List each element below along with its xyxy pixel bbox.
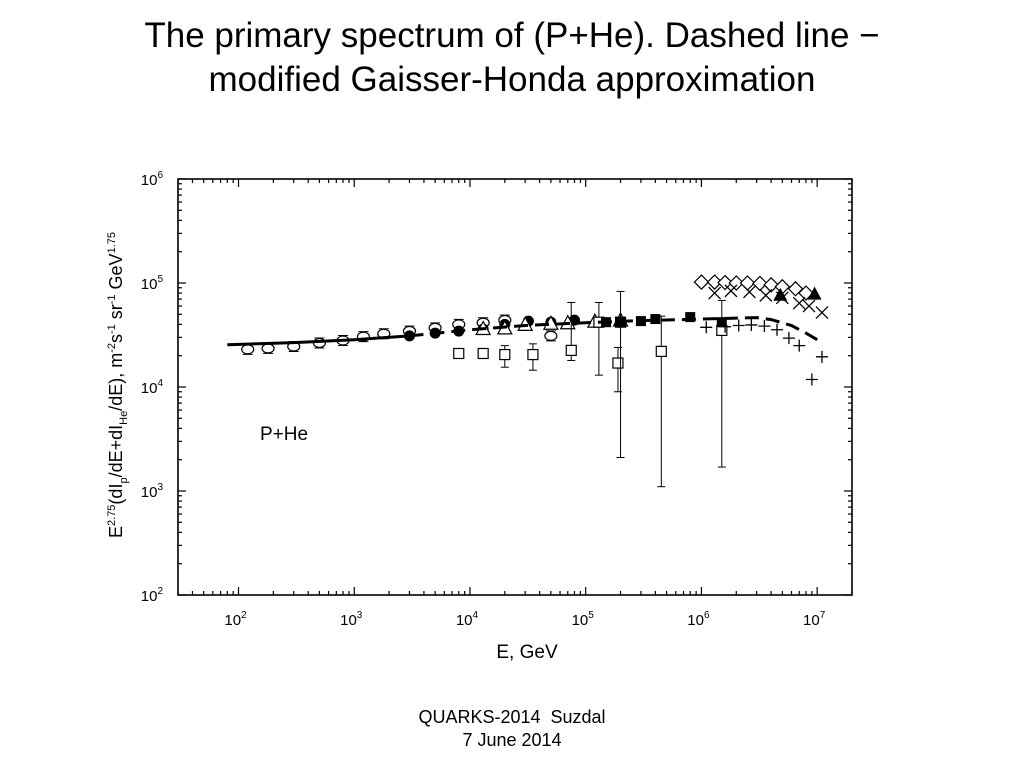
- x-tick-label: 103: [340, 610, 363, 629]
- slide-title-line-2: modified Gaisser-Honda approximation: [208, 60, 816, 99]
- data-point: [453, 347, 465, 360]
- data-point: [793, 339, 806, 352]
- data-point: [708, 286, 722, 300]
- chart-axes: [177, 178, 853, 596]
- annotation-label: P+He: [260, 424, 308, 445]
- data-point: [716, 317, 727, 328]
- chart-labels: 102 103 104 105 106 107 102 103 104 105 106 E, GeV E…: [106, 170, 826, 663]
- data-point: [805, 373, 818, 386]
- data-point: [700, 321, 713, 334]
- data-point: [499, 348, 511, 361]
- data-point: [752, 275, 768, 292]
- data-point: [693, 274, 710, 290]
- data-point: [782, 332, 795, 345]
- data-point: [542, 315, 559, 330]
- data-point: [724, 284, 738, 298]
- data-point: [565, 344, 577, 356]
- data-point: [544, 330, 558, 341]
- slide-title-line-1: The primary spectrum of (P+He). Dashed l…: [144, 16, 880, 55]
- data-point: [792, 296, 806, 310]
- gaisser-honda-dashed-line: [409, 316, 818, 341]
- series-cross-x: [708, 284, 829, 319]
- series-solid-line: [227, 334, 410, 347]
- series-open-circle-errorbar: [241, 314, 558, 355]
- data-point: [771, 323, 784, 336]
- slide-title: The primary spectrum of (P+He). Dashed l…: [0, 14, 1024, 102]
- data-point: [241, 344, 255, 355]
- data-point: [763, 276, 779, 293]
- slide-footer: QUARKS-2014 Suzdal 7 June 2014: [0, 706, 1024, 752]
- x-tick-label: 104: [456, 610, 479, 629]
- y-tick-label: 105: [141, 274, 164, 293]
- data-point: [742, 285, 756, 299]
- data-point: [732, 319, 745, 332]
- x-tick-label: 106: [687, 610, 710, 629]
- data-point: [717, 274, 733, 291]
- series-open-diamond: [693, 274, 814, 301]
- series-dashed-line: [409, 316, 818, 341]
- data-point: [527, 348, 539, 361]
- data-point: [706, 274, 723, 290]
- x-tick-label: 107: [803, 610, 826, 629]
- data-point: [477, 347, 489, 360]
- y-axis-label: E2.75(dIp/dE+dIHe/dE), m-2s-1 sr-1 GeV1.…: [106, 232, 130, 538]
- data-point: [719, 320, 732, 333]
- series-filled-triangle: [773, 286, 822, 301]
- y-tick-label: 104: [141, 378, 164, 397]
- data-point: [758, 320, 771, 333]
- y-tick-label: 106: [141, 170, 164, 189]
- data-point: [815, 350, 828, 363]
- tick-marks: [177, 178, 853, 596]
- data-point: [612, 357, 624, 369]
- data-point: [655, 345, 667, 357]
- data-point: [773, 287, 788, 301]
- plot-frame: [177, 178, 853, 596]
- chart-marks: [227, 274, 829, 488]
- x-axis-label: E, GeV: [496, 642, 558, 663]
- data-point: [815, 306, 829, 319]
- x-tick-label: 102: [224, 610, 247, 629]
- x-tick-label: 105: [572, 610, 595, 629]
- data-point: [650, 314, 661, 325]
- footer-date: 7 June 2014: [462, 730, 562, 750]
- data-point: [739, 275, 756, 291]
- data-point: [802, 299, 816, 313]
- solid-fit-line: [227, 334, 410, 347]
- data-point: [728, 275, 745, 291]
- y-tick-label: 102: [141, 586, 164, 605]
- data-point: [261, 343, 275, 354]
- data-point: [807, 286, 822, 300]
- series-plus: [700, 318, 828, 386]
- data-point: [745, 318, 758, 331]
- y-tick-label: 103: [141, 482, 164, 501]
- footer-conference: QUARKS-2014 Suzdal: [418, 707, 606, 727]
- data-point: [685, 312, 696, 323]
- data-point: [759, 288, 773, 302]
